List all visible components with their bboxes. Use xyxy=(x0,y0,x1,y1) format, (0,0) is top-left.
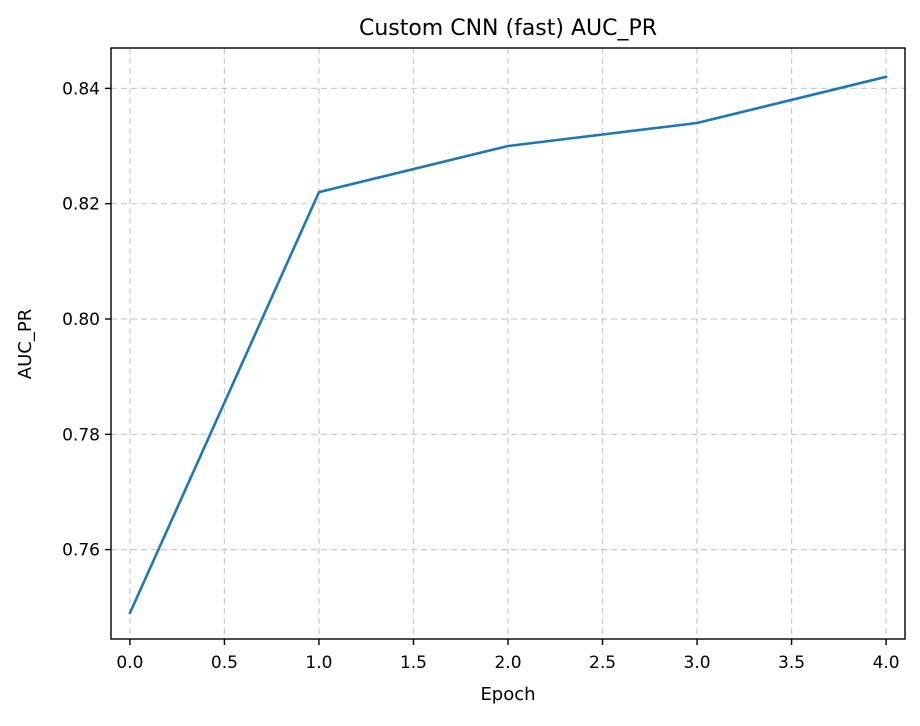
x-tick-label: 1.5 xyxy=(400,653,427,673)
x-tick-label: 4.0 xyxy=(873,653,900,673)
y-axis-label: AUC_PR xyxy=(15,309,36,379)
x-tick-label: 3.0 xyxy=(684,653,711,673)
series-line xyxy=(128,75,888,615)
y-tick-label: 0.82 xyxy=(62,195,100,215)
x-tick-label: 2.5 xyxy=(589,653,616,673)
y-tick-label: 0.84 xyxy=(62,79,100,99)
chart-title: Custom CNN (fast) AUC_PR xyxy=(359,16,657,41)
x-tick-label: 2.0 xyxy=(494,653,521,673)
y-tick-label: 0.76 xyxy=(62,541,100,561)
x-tick-label: 3.5 xyxy=(778,653,805,673)
grid-lines xyxy=(111,48,905,639)
y-axis-ticks: 0.76 0.78 0.80 0.82 0.84 xyxy=(62,79,111,561)
x-axis-ticks: 0.0 0.5 1.0 1.5 2.0 2.5 3.0 3.5 4.0 xyxy=(116,639,900,673)
y-tick-label: 0.80 xyxy=(62,310,100,330)
y-tick-label: 0.78 xyxy=(62,425,100,445)
x-tick-label: 0.0 xyxy=(116,653,143,673)
series-layer xyxy=(128,75,888,615)
x-tick-label: 0.5 xyxy=(211,653,238,673)
x-axis-label: Epoch xyxy=(480,684,535,705)
x-tick-label: 1.0 xyxy=(305,653,332,673)
